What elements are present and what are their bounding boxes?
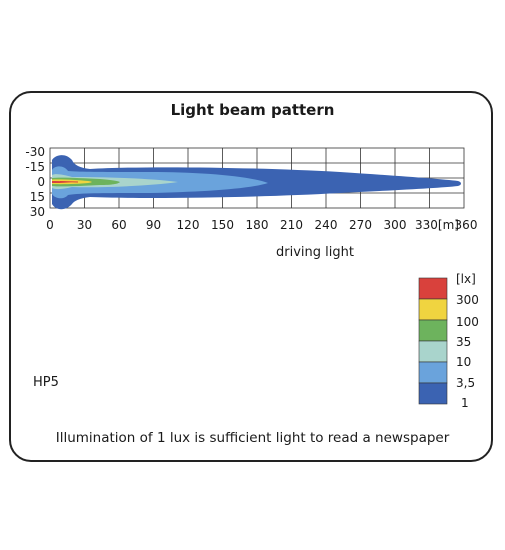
legend-label: 1 (461, 396, 469, 410)
x-tick: 180 (246, 218, 269, 232)
x-tick: 120 (177, 218, 200, 232)
lux-legend: [lx] 300 100 35 10 3,5 1 (418, 272, 479, 410)
x-tick: 240 (315, 218, 338, 232)
legend-unit: [lx] (456, 272, 476, 286)
beam-center-line (59, 181, 79, 183)
x-tick: 210 (280, 218, 303, 232)
legend-label: 10 (456, 355, 471, 369)
diagram-card (9, 91, 493, 462)
x-tick: 150 (211, 218, 234, 232)
footnote: Illumination of 1 lux is sufficient ligh… (55, 430, 450, 446)
legend-swatch-3-5 (418, 361, 448, 384)
diagram-title: Light beam pattern (170, 101, 335, 119)
x-tick: 330[m] (415, 218, 459, 232)
y-tick: 0 (37, 175, 45, 189)
x-tick: 0 (46, 218, 54, 232)
legend-swatch-1 (418, 382, 448, 405)
legend-label: 300 (456, 293, 479, 307)
legend-label: 3,5 (456, 376, 475, 390)
y-axis-ticks: -30 -15 0 15 30 (25, 145, 45, 219)
legend-swatch-300 (418, 277, 448, 300)
y-tick: 30 (30, 205, 45, 219)
x-axis-ticks: 0 30 60 90 120 150 180 210 240 270 300 3… (46, 218, 477, 232)
x-tick: 300 (384, 218, 407, 232)
x-tick: 90 (146, 218, 161, 232)
x-tick: 360 (455, 218, 478, 232)
x-tick: 60 (111, 218, 126, 232)
model-label: HP5 (33, 375, 59, 390)
y-tick: 15 (30, 190, 45, 204)
y-tick: -15 (25, 160, 45, 174)
beam-type-label: driving light (276, 245, 354, 260)
legend-swatches (418, 277, 448, 405)
beam-zones (52, 155, 461, 210)
legend-swatch-100 (418, 298, 448, 321)
y-tick: -30 (25, 145, 45, 159)
legend-label: 35 (456, 335, 471, 349)
legend-label: 100 (456, 315, 479, 329)
x-tick: 30 (77, 218, 92, 232)
legend-swatch-35 (418, 319, 448, 342)
x-tick: 270 (349, 218, 372, 232)
legend-swatch-10 (418, 340, 448, 363)
